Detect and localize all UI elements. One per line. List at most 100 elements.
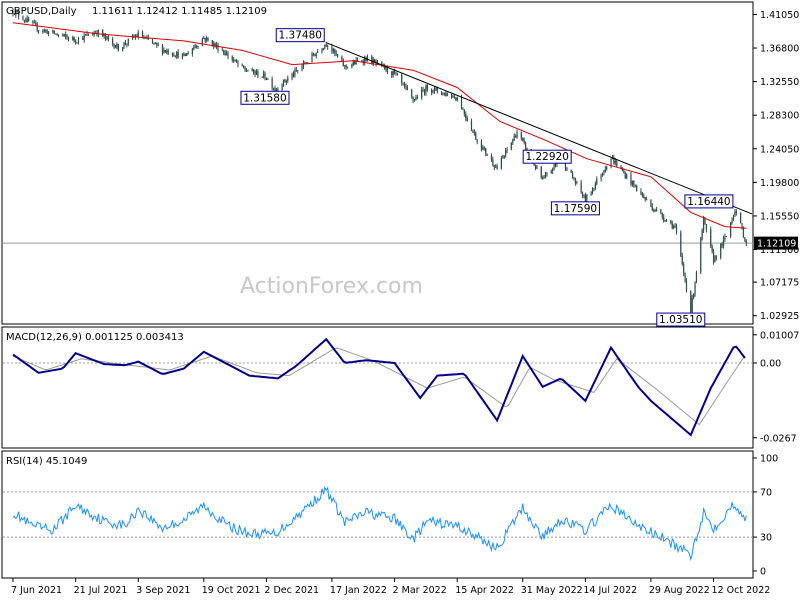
candle-body (594, 183, 596, 189)
candle-body (56, 33, 58, 36)
candle-body (675, 226, 678, 233)
candle-body (351, 64, 353, 68)
candle-body (520, 132, 522, 139)
candle-body (281, 85, 283, 91)
x-tick-label: 3 Sep 2021 (136, 585, 190, 596)
candle-body (415, 96, 417, 100)
candle-body (342, 60, 344, 67)
candle-body (346, 66, 349, 68)
candle-body (73, 37, 75, 41)
x-tick-label: 15 Apr 2022 (455, 585, 514, 596)
trendline (326, 42, 753, 215)
price-annotations: 1.37480 1.31580 1.22920 1.17590 1.16440 1.035… (240, 28, 734, 327)
candle-body (207, 37, 209, 41)
candle-body (495, 166, 497, 168)
candle-body (235, 59, 238, 63)
candle-body (63, 34, 65, 36)
candle-body (123, 42, 125, 48)
candle-body (203, 37, 205, 40)
candle-body (324, 44, 326, 49)
candle-body (423, 90, 426, 94)
candle-body (251, 69, 253, 72)
candle-body (460, 97, 463, 110)
candle-body (623, 170, 625, 173)
candle-body (355, 60, 357, 65)
candle-body (702, 217, 705, 230)
candle-body (215, 44, 218, 47)
candle-body (554, 164, 557, 165)
candle-body (364, 57, 366, 63)
candle-body (223, 51, 225, 53)
candle-body (710, 229, 712, 247)
candle-body (153, 42, 155, 44)
candle-body (136, 36, 138, 37)
candle-body (171, 53, 174, 56)
candle-body (106, 36, 108, 38)
candle-body (705, 224, 708, 230)
candle-body (644, 197, 646, 200)
candle-body (315, 52, 317, 56)
candle-body (636, 185, 638, 191)
candle-body (282, 79, 285, 86)
candle-body (337, 54, 339, 57)
candle-body (661, 213, 663, 217)
candle-body (693, 293, 695, 298)
candle-body (302, 62, 305, 67)
candle-body (486, 153, 488, 156)
candle-body (45, 30, 47, 31)
candle-body (284, 79, 286, 82)
candle-body (173, 55, 175, 56)
candle-body (76, 42, 78, 44)
candle-body (221, 50, 223, 52)
candle-body (46, 30, 48, 34)
candle-body (680, 232, 682, 256)
candle-body (610, 158, 612, 168)
candle-body (391, 71, 393, 76)
candle-body (500, 158, 502, 170)
candle-body (445, 92, 447, 96)
candle-body (630, 174, 632, 185)
candle-body (167, 50, 169, 54)
x-tick-label: 2 Mar 2022 (393, 585, 447, 596)
candle-body (515, 135, 517, 138)
candle-body (312, 53, 315, 56)
candle-body (660, 209, 662, 214)
candle-body (421, 89, 423, 99)
candle-body (694, 281, 696, 294)
candle-body (35, 23, 37, 25)
candle-body (374, 59, 376, 62)
candle-body (512, 139, 514, 143)
price-panel-frame (1, 1, 754, 325)
candle-body (524, 142, 527, 151)
candle-body (616, 161, 618, 167)
candle-body (513, 135, 515, 140)
candle-body (274, 88, 276, 91)
candle-body (52, 30, 54, 32)
candle-body (620, 166, 622, 169)
candle-body (107, 36, 109, 40)
candle-body (436, 88, 438, 92)
candle-body (354, 61, 356, 65)
candle-body (583, 194, 585, 196)
candle-body (114, 47, 117, 49)
candle-body (584, 194, 586, 202)
price-y-tick-label: 1.02925 (760, 311, 799, 322)
candle-body (122, 47, 124, 51)
candle-body (164, 50, 166, 52)
candle-body (505, 150, 507, 156)
candle-body (292, 74, 295, 76)
candle-body (684, 273, 686, 282)
rsi-line (12, 486, 747, 562)
candle-body (416, 96, 418, 99)
candle-body (237, 62, 239, 65)
candle-body (23, 20, 25, 21)
candle-body (604, 169, 606, 172)
candle-body (483, 147, 485, 149)
candle-body (614, 161, 616, 164)
candle-body (405, 86, 407, 88)
candle-body (317, 51, 319, 53)
candle-body (695, 272, 698, 282)
last-price-tag-bg (754, 236, 798, 250)
candle-body (297, 70, 299, 71)
candle-body (536, 166, 538, 169)
